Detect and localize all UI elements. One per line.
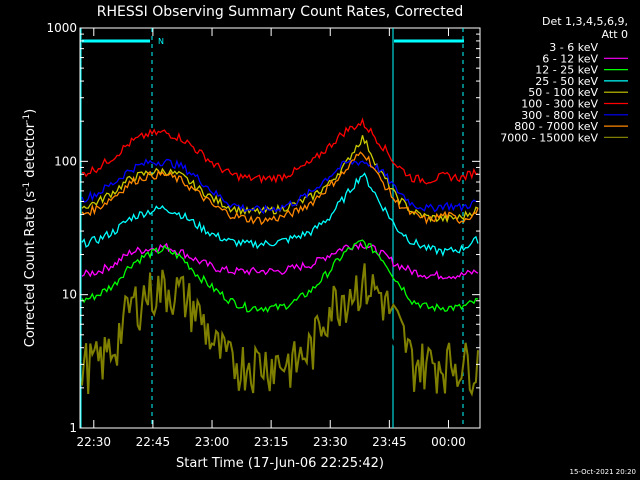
y-tick-label: 10 [62, 288, 77, 302]
series-line [81, 239, 479, 313]
x-tick-label: 23:30 [313, 435, 348, 449]
legend-entry-label: 7000 - 15000 keV [500, 131, 598, 144]
night-marker-label: N [158, 37, 164, 46]
legend-entry-label: 300 - 800 keV [521, 109, 598, 122]
y-tick-label: 100 [54, 154, 77, 168]
series-group [81, 117, 479, 397]
series-line [81, 172, 479, 257]
x-tick-label: 23:00 [195, 435, 230, 449]
legend-header-line2: Att 0 [602, 28, 628, 41]
footer-timestamp: 15-Oct-2021 20:20 [570, 468, 636, 476]
x-tick-label: 22:30 [76, 435, 111, 449]
x-axis-label: Start Time (17-Jun-06 22:25:42) [176, 456, 384, 471]
y-axis-label-main: Corrected Count Rate (s [23, 191, 38, 348]
y-axis-label-end: ) [23, 109, 38, 114]
legend-entry-label: 6 - 12 keV [542, 52, 598, 65]
y-axis-label-sup2: -1 [22, 114, 32, 123]
x-tick-label: 00:00 [431, 435, 466, 449]
plot-frame [79, 27, 481, 429]
series-line [82, 117, 479, 185]
legend-entry-label: 3 - 6 keV [549, 41, 598, 54]
x-tick-label: 22:45 [136, 435, 171, 449]
axis-group: 1 10 100 1000 22:30 22:45 23:00 23:15 23:30 23:45… [46, 21, 480, 449]
legend-header-line1: Det 1,3,4,5,6,9, [542, 15, 628, 28]
y-axis-label-mid: detector [23, 122, 38, 182]
y-axis-label: Corrected Count Rate (s-1 detector-1) [22, 109, 38, 347]
legend-entry-label: 50 - 100 keV [528, 86, 598, 99]
chart-title: RHESSI Observing Summary Count Rates, Co… [97, 4, 463, 20]
legend-entry-label: 12 - 25 keV [535, 64, 598, 77]
x-tick-label: 23:45 [372, 435, 407, 449]
x-tick-label: 23:15 [254, 435, 289, 449]
series-line [81, 158, 479, 215]
series-line [81, 241, 479, 280]
series-line [81, 151, 479, 226]
y-tick-label: 1 [69, 421, 77, 435]
y-axis-label-sup1: -1 [22, 182, 32, 191]
y-tick-label: 1000 [46, 21, 77, 35]
series-line [81, 263, 479, 397]
legend-entry-label: 800 - 7000 keV [514, 120, 598, 133]
legend-entry-label: 100 - 300 keV [521, 98, 598, 111]
legend-entry-label: 25 - 50 keV [535, 75, 598, 88]
